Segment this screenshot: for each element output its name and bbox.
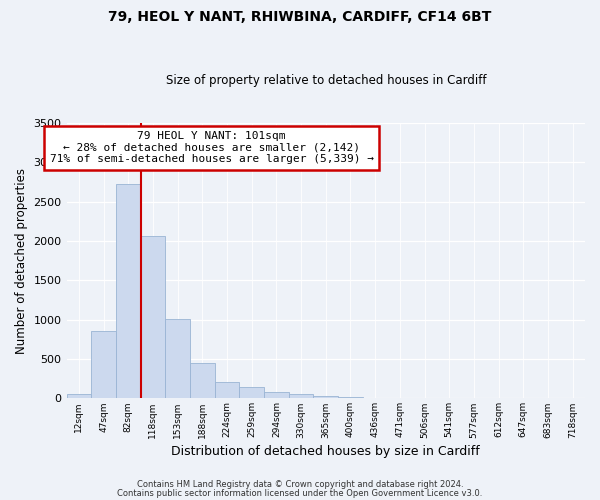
Bar xyxy=(338,397,363,398)
Bar xyxy=(239,387,264,398)
Text: 79 HEOL Y NANT: 101sqm
← 28% of detached houses are smaller (2,142)
71% of semi-: 79 HEOL Y NANT: 101sqm ← 28% of detached… xyxy=(50,131,374,164)
Bar xyxy=(313,396,338,398)
Bar xyxy=(215,382,239,398)
Bar xyxy=(140,236,165,398)
X-axis label: Distribution of detached houses by size in Cardiff: Distribution of detached houses by size … xyxy=(172,444,480,458)
Text: 79, HEOL Y NANT, RHIWBINA, CARDIFF, CF14 6BT: 79, HEOL Y NANT, RHIWBINA, CARDIFF, CF14… xyxy=(109,10,491,24)
Bar xyxy=(165,319,190,398)
Bar xyxy=(67,394,91,398)
Text: Contains public sector information licensed under the Open Government Licence v3: Contains public sector information licen… xyxy=(118,489,482,498)
Bar xyxy=(116,184,140,398)
Title: Size of property relative to detached houses in Cardiff: Size of property relative to detached ho… xyxy=(166,74,486,87)
Y-axis label: Number of detached properties: Number of detached properties xyxy=(15,168,28,354)
Bar xyxy=(91,332,116,398)
Bar xyxy=(289,394,313,398)
Bar xyxy=(264,392,289,398)
Text: Contains HM Land Registry data © Crown copyright and database right 2024.: Contains HM Land Registry data © Crown c… xyxy=(137,480,463,489)
Bar xyxy=(190,363,215,398)
